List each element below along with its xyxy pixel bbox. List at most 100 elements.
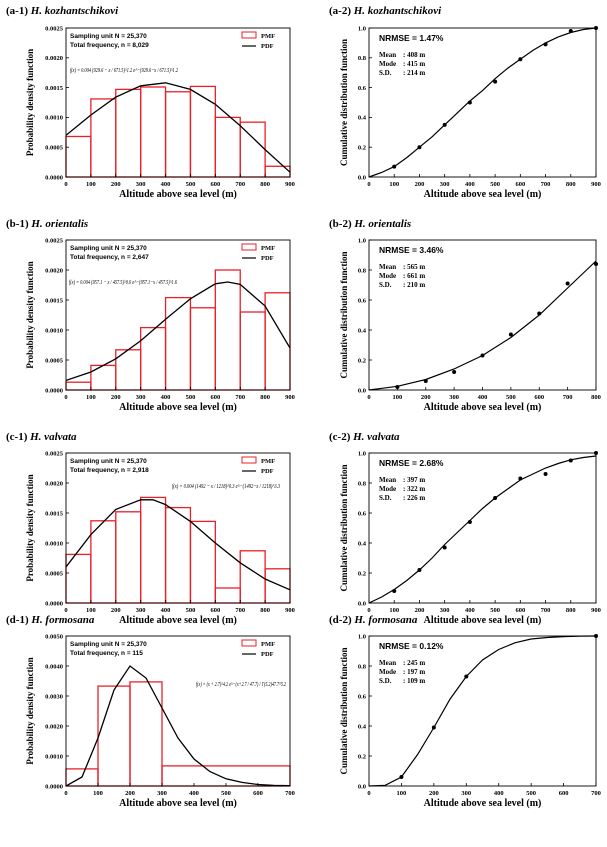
observed-point bbox=[568, 458, 573, 463]
pmf-bar bbox=[264, 568, 291, 604]
panel-label: (b-2) bbox=[329, 218, 354, 230]
plot-frame bbox=[368, 452, 597, 604]
pmf-bar bbox=[239, 121, 266, 178]
x-tick-label: 200 bbox=[111, 181, 121, 188]
y-tick-label: 0.0025 bbox=[45, 450, 64, 457]
y-tick-label: 0.0010 bbox=[45, 540, 63, 547]
species-name: H. formosana bbox=[353, 614, 417, 626]
y-tick-label: 0.0000 bbox=[45, 387, 63, 394]
x-tick-label: 400 bbox=[494, 790, 504, 797]
y-axis-label: Probability density function bbox=[25, 261, 35, 368]
observed-point bbox=[417, 568, 422, 572]
panel-title: (a-2) H. kozhantschikovi bbox=[329, 5, 442, 17]
y-tick-label: 0.0005 bbox=[45, 570, 64, 577]
x-tick-label: 0 bbox=[367, 607, 370, 614]
panel-label: (a-1) bbox=[6, 5, 31, 17]
info-line: Total frequency, n = 8,029 bbox=[70, 42, 149, 49]
stat-name: Mode bbox=[379, 272, 396, 280]
x-tick-label: 800 bbox=[591, 394, 601, 401]
info-line: Sampling unit N = 25,370 bbox=[70, 641, 147, 648]
pmf-bar bbox=[264, 165, 291, 178]
y-tick-label: 0.0010 bbox=[45, 753, 63, 760]
x-tick-label: 800 bbox=[566, 181, 576, 188]
y-tick-label: 0.0000 bbox=[45, 600, 63, 607]
legend-pmf-label: PMF bbox=[261, 245, 275, 252]
y-tick-label: 1.0 bbox=[358, 25, 366, 32]
y-tick-label: 0.0010 bbox=[45, 115, 63, 122]
x-tick-label: 600 bbox=[559, 790, 569, 797]
plot-frame bbox=[368, 27, 597, 178]
plot-frame bbox=[65, 27, 291, 178]
stat-value: : 109 m bbox=[403, 677, 425, 685]
x-tick-label: 500 bbox=[186, 607, 196, 614]
x-axis-label: Altitude above sea level (m) bbox=[424, 615, 542, 626]
density-formula: f(x) = 0.004 (1492 − x / 1218)^0.3 e^−(1… bbox=[172, 483, 281, 490]
legend-pmf-label: PMF bbox=[261, 641, 275, 648]
nrmse-value: NRMSE = 0.12% bbox=[379, 641, 444, 651]
y-tick-label: 0.0050 bbox=[45, 633, 63, 640]
x-tick-label: 400 bbox=[465, 181, 475, 188]
stat-name: S.D. bbox=[379, 69, 392, 77]
x-tick-label: 500 bbox=[221, 790, 231, 797]
x-tick-label: 900 bbox=[285, 394, 295, 401]
x-tick-label: 400 bbox=[478, 394, 488, 401]
y-tick-label: 0.0 bbox=[358, 174, 366, 181]
y-tick-label: 0.6 bbox=[358, 693, 367, 700]
panel-label: (b-1) bbox=[6, 218, 31, 230]
y-axis-label: Cumulative distribution function bbox=[339, 251, 349, 378]
observed-point bbox=[423, 379, 428, 383]
legend-pmf-label: PMF bbox=[261, 33, 275, 40]
x-axis-label: Altitude above sea level (m) bbox=[119, 402, 237, 413]
density-formula: f(x) = 0.004 (957.1 − x / 457.5)^0.6 e^−… bbox=[69, 279, 178, 286]
plot-frame bbox=[65, 239, 291, 391]
y-tick-label: 0.0010 bbox=[45, 327, 63, 334]
y-axis-label: Cumulative distribution function bbox=[339, 647, 349, 774]
x-tick-label: 700 bbox=[285, 790, 295, 797]
y-tick-label: 0.6 bbox=[358, 85, 367, 92]
panel-title: (a-1) H. kozhantschikovi bbox=[6, 5, 119, 17]
density-formula: f(x) = (x + 2.7)^4.2 e^−(x+2.7 / 47.7) /… bbox=[196, 681, 286, 688]
x-tick-label: 700 bbox=[591, 790, 601, 797]
observed-point bbox=[442, 122, 447, 127]
pmf-bar bbox=[115, 88, 142, 178]
nrmse-value: NRMSE = 2.68% bbox=[379, 458, 444, 468]
y-tick-label: 0.0000 bbox=[45, 783, 63, 790]
y-tick-label: 0.4 bbox=[358, 540, 367, 547]
x-tick-label: 100 bbox=[86, 181, 96, 188]
y-tick-label: 0.4 bbox=[358, 115, 367, 122]
pmf-bar bbox=[65, 381, 92, 391]
x-tick-label: 700 bbox=[235, 607, 245, 614]
x-tick-label: 500 bbox=[490, 181, 500, 188]
observed-point bbox=[431, 725, 436, 730]
stat-name: Mean bbox=[379, 476, 396, 484]
x-tick-label: 900 bbox=[591, 607, 601, 614]
pdf-curve bbox=[66, 499, 290, 591]
x-tick-label: 0 bbox=[64, 181, 67, 188]
x-tick-label: 500 bbox=[506, 394, 516, 401]
x-tick-label: 300 bbox=[157, 790, 167, 797]
x-tick-label: 600 bbox=[210, 607, 220, 614]
panel-label: (a-2) bbox=[329, 5, 354, 17]
panel-title: (d-2) H. formosana bbox=[329, 614, 418, 626]
info-line: Total frequency, n = 2,647 bbox=[70, 254, 149, 261]
observed-point bbox=[565, 281, 570, 286]
x-tick-label: 700 bbox=[235, 394, 245, 401]
y-axis-label: Cumulative distribution function bbox=[339, 464, 349, 591]
x-tick-label: 600 bbox=[534, 394, 544, 401]
pmf-bar bbox=[140, 496, 167, 604]
x-tick-label: 0 bbox=[367, 790, 370, 797]
x-axis-label: Altitude above sea level (m) bbox=[424, 402, 542, 413]
x-tick-label: 800 bbox=[260, 394, 270, 401]
x-tick-label: 500 bbox=[186, 181, 196, 188]
species-name: H. orientalis bbox=[30, 218, 88, 230]
y-tick-label: 1.0 bbox=[358, 633, 366, 640]
stat-name: Mode bbox=[379, 60, 396, 68]
y-tick-label: 0.0025 bbox=[45, 237, 64, 244]
observed-point bbox=[537, 311, 542, 316]
x-tick-label: 400 bbox=[161, 394, 171, 401]
y-tick-label: 0.6 bbox=[358, 297, 367, 304]
x-axis-label: Altitude above sea level (m) bbox=[424, 798, 542, 809]
observed-point bbox=[392, 589, 397, 593]
stat-value: : 210 m bbox=[403, 281, 425, 289]
panel-title: (d-1) H. formosana bbox=[6, 614, 95, 626]
